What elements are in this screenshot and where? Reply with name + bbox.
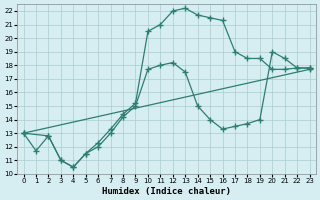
X-axis label: Humidex (Indice chaleur): Humidex (Indice chaleur) <box>102 187 231 196</box>
